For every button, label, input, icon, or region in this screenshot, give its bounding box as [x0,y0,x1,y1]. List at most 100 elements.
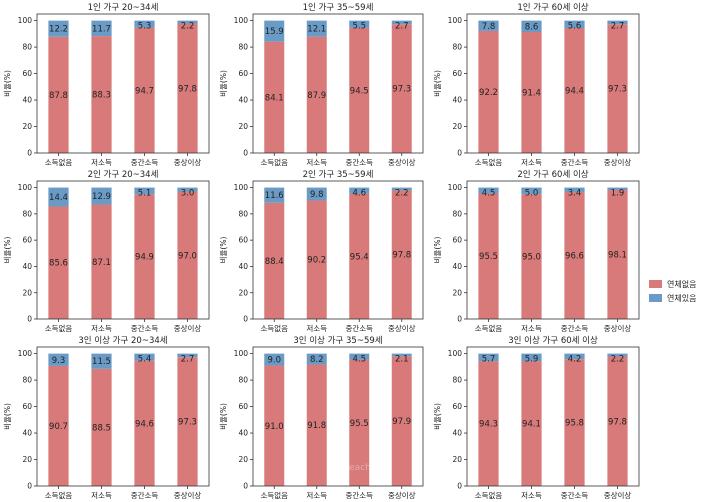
data-label: 5.0 [525,189,539,199]
x-tick-label: 중간소득 [131,157,159,167]
bar-no-delinquency [564,28,585,154]
data-label: 11.5 [92,357,111,367]
y-tick-label: 0 [457,315,462,324]
bar-no-delinquency [478,30,499,153]
data-label: 9.8 [310,190,324,200]
data-label: 5.7 [482,355,496,365]
data-label: 9.0 [267,356,281,366]
bar-no-delinquency [91,204,112,319]
legend-label-no-delinquency: 연체없음 [667,279,696,289]
x-tick-label: 중상이상 [174,490,202,500]
data-label: 94.7 [135,86,154,96]
data-label: 15.9 [265,27,284,37]
x-tick-label: 중간소득 [561,490,589,500]
y-tick-label: 80 [238,209,248,218]
y-tick-label: 60 [238,236,248,245]
data-label: 97.8 [392,251,411,261]
data-label: 97.3 [178,418,197,428]
chart-panel-7: 3인 이상 가구 20~34세 0 20 40 60 80 100 비율(%) 90.7 9.3 소… [3,335,210,500]
y-tick-label: 20 [238,455,248,464]
x-tick-label: 소득없음 [260,324,288,333]
y-tick-label: 60 [452,69,462,78]
y-tick-label: 60 [452,236,462,245]
bar-no-delinquency [264,202,285,319]
legend-label-delinquency: 연체있음 [667,293,696,303]
y-axis-label: 비율(%) [433,70,442,97]
bar-delinquency [564,353,585,360]
bar-no-delinquency [177,357,198,486]
y-axis-label: 비율(%) [219,237,228,264]
data-label: 94.1 [522,420,541,430]
bar-no-delinquency [306,36,327,153]
y-tick-label: 0 [27,482,32,491]
chart-title: 1인 가구 60세 이상 [517,2,588,13]
bar-delinquency [391,20,412,25]
bar-no-delinquency [177,191,198,319]
x-tick-label: 중간소득 [561,323,589,333]
data-label: 90.2 [307,256,326,266]
chart-panel-5: 2인 가구 35~59세 0 20 40 60 80 100 비율(%) 88.4 11.6 소득없… [219,169,424,333]
y-axis-label: 비율(%) [433,403,442,430]
bar-delinquency [306,353,327,365]
y-tick-label: 40 [22,262,32,271]
data-label: 14.4 [49,193,68,203]
bar-no-delinquency [478,193,499,319]
x-tick-label: 저소득 [306,158,327,167]
chart-panel-2: 1인 가구 35~59세 0 20 40 60 80 100 비율(%) 84.1 15.9 소득없… [219,2,424,167]
bar-delinquency [306,20,327,37]
y-axis-label: 비율(%) [219,70,228,97]
plot-frame [466,180,640,320]
bar-no-delinquency [521,361,542,486]
data-label: 87.8 [49,91,68,101]
bar-delinquency [134,20,155,28]
data-label: 90.7 [49,422,68,432]
x-tick-label: 소득없음 [475,491,503,500]
x-tick-label: 중간소득 [131,490,159,500]
bar-delinquency [306,187,327,201]
bar-delinquency [91,187,112,205]
x-tick-label: 소득없음 [45,324,73,333]
bar-delinquency [521,20,542,33]
plot-frame [252,180,424,320]
data-label: 94.4 [565,87,584,97]
x-tick-label: 중상이상 [388,490,416,500]
data-label: 4.5 [482,189,496,199]
data-label: 95.4 [350,252,369,262]
chart-panel-9: 3인 이상 가구 60세 이상 0 20 40 60 80 100 비율(%) 94.3 5.7 소… [433,335,640,500]
bar-no-delinquency [264,365,285,486]
bar-delinquency [48,353,69,366]
data-label: 95.0 [522,253,541,263]
bar-no-delinquency [134,194,155,319]
data-label: 8.2 [310,355,324,365]
bar-delinquency [607,20,628,25]
y-tick-label: 20 [452,288,462,297]
data-label: 3.0 [181,189,195,199]
legend-swatch-no-delinquency [649,280,662,288]
y-tick-label: 100 [234,16,249,25]
x-tick-label: 소득없음 [475,324,503,333]
bar-no-delinquency [264,41,285,153]
bar-delinquency [134,353,155,361]
x-tick-label: 소득없음 [45,491,73,500]
bar-delinquency [349,20,370,28]
data-label: 97.9 [392,417,411,427]
data-label: 88.5 [92,423,111,433]
chart-panel-4: 2인 가구 20~34세 0 20 40 60 80 100 비율(%) 85.6 14.4 소득없… [3,169,210,333]
data-label: 5.9 [525,355,539,365]
x-tick-label: 중간소득 [561,157,589,167]
bar-delinquency [478,187,499,194]
data-label: 97.3 [608,85,627,95]
bar-no-delinquency [134,360,155,486]
data-label: 91.4 [522,89,541,99]
data-label: 3.4 [568,189,582,199]
bar-delinquency [607,353,628,357]
y-tick-label: 80 [452,43,462,52]
chart-title: 2인 가구 35~59세 [303,169,374,180]
data-label: 87.1 [92,258,111,268]
bar-delinquency [48,20,69,37]
data-label: 5.1 [138,189,152,199]
bar-delinquency [564,187,585,193]
data-label: 7.8 [482,22,496,32]
x-tick-label: 중상이상 [174,323,202,333]
